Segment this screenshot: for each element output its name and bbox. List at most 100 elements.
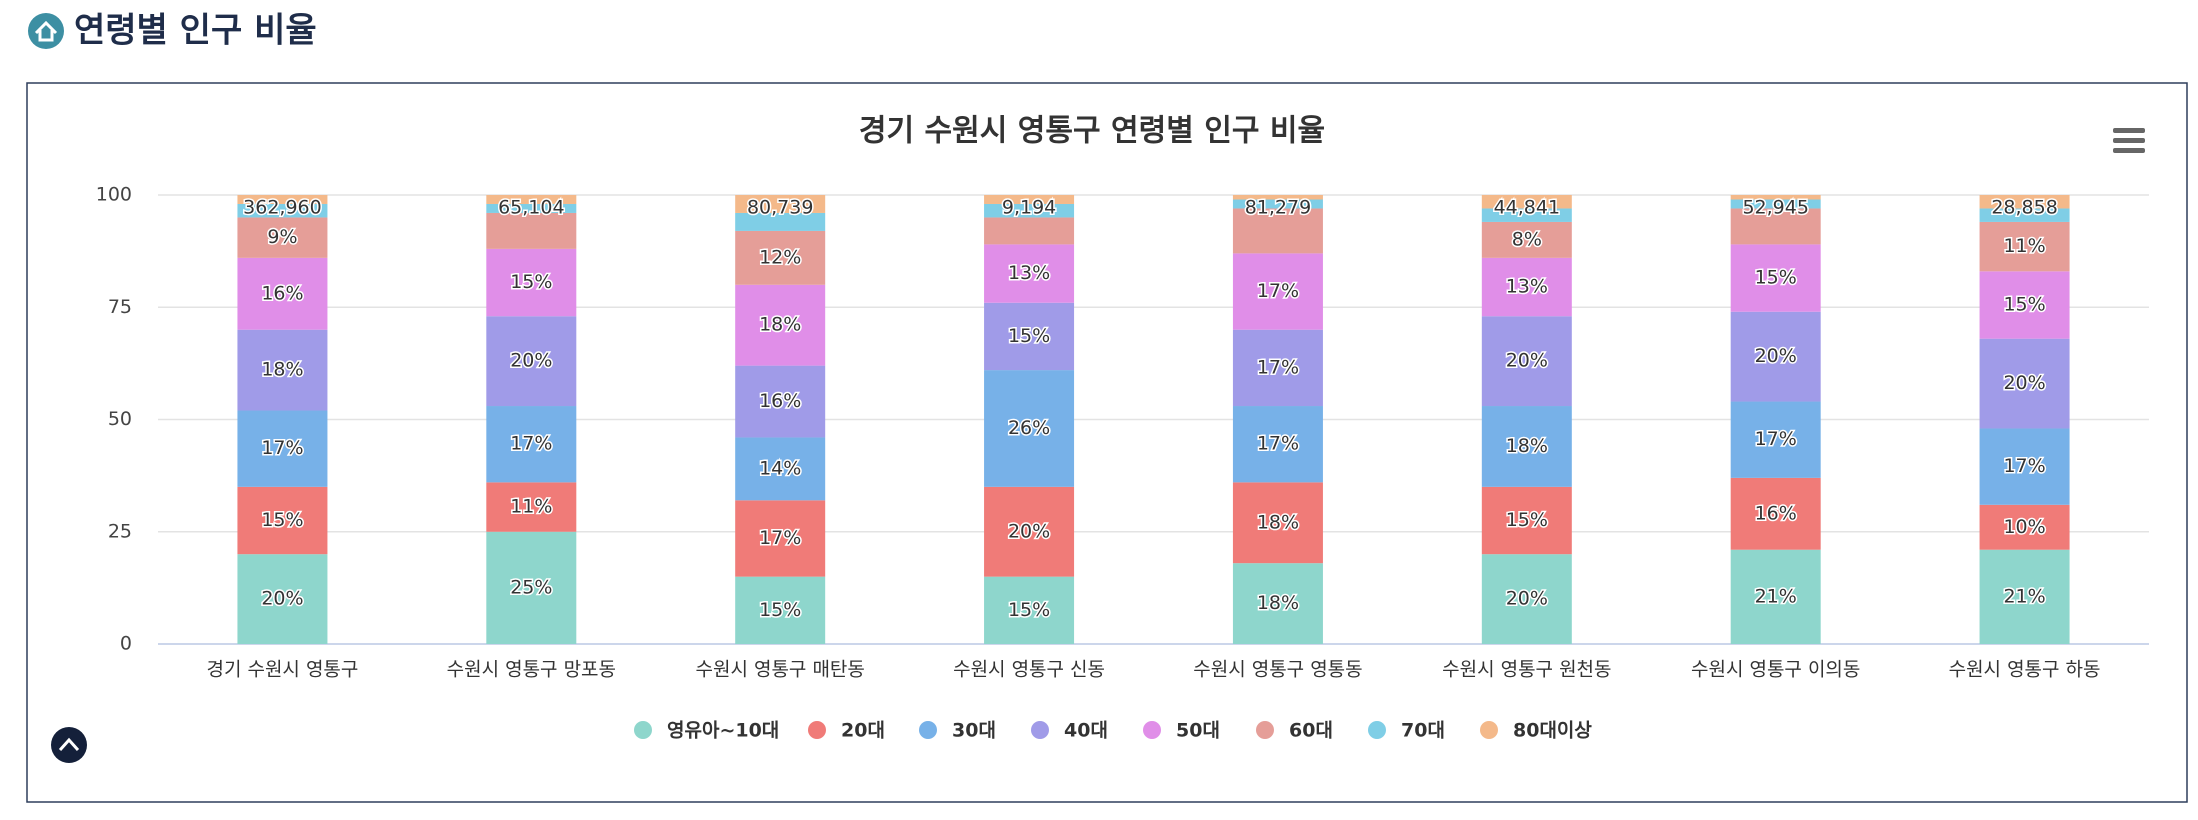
bar-segment [735, 365, 826, 438]
data-label: 17% [1755, 428, 1797, 450]
bar-segment [1979, 338, 2070, 429]
bar-segment [984, 195, 1075, 204]
bar-segment [237, 217, 328, 258]
data-label: 18% [261, 359, 303, 381]
total-label: 65,104 [498, 197, 564, 219]
bar-segment [735, 230, 826, 285]
bar-segment [237, 554, 328, 644]
header-icon-house [34, 20, 58, 42]
bar-segment [1232, 199, 1323, 209]
data-label: 15% [1506, 509, 1548, 531]
bar-segment [1979, 504, 2070, 550]
bar-segment [1232, 195, 1323, 200]
legend-marker [919, 721, 937, 739]
bar-segment [1979, 195, 2070, 209]
x-tick-label: 수원시 영통구 하동 [1949, 659, 2101, 681]
data-label: 26% [1008, 417, 1050, 439]
bar-segment [1481, 257, 1572, 317]
legend-label: 20대 [841, 720, 885, 742]
menu-line[interactable] [2113, 128, 2145, 133]
x-tick-label: 수원시 영통구 망포동 [447, 659, 616, 681]
data-label: 12% [759, 246, 801, 268]
data-label: 17% [759, 527, 801, 549]
bar-segment [1730, 244, 1821, 312]
page-title: 연령별 인구 비율 [74, 11, 317, 51]
bar-segment [486, 406, 577, 483]
y-tick-label: 75 [108, 296, 132, 318]
total-label: 44,841 [1494, 197, 1560, 219]
bar-segment [1232, 329, 1323, 407]
bar-segment [1481, 221, 1572, 258]
bar-segment [1979, 271, 2070, 339]
chart-title: 경기 수원시 영통구 연령별 인구 비율 [859, 114, 1325, 149]
x-tick-label: 수원시 영통구 매탄동 [695, 659, 864, 681]
bar-segment [1979, 428, 2070, 505]
x-tick-label: 수원시 영통구 이의동 [1691, 659, 1860, 681]
data-label: 17% [1257, 356, 1299, 378]
bar-segment [1232, 208, 1323, 254]
bar-segment [984, 302, 1075, 371]
legend-marker [1368, 721, 1386, 739]
menu-button[interactable] [2113, 128, 2145, 153]
bar-segment [984, 576, 1075, 644]
data-label: 16% [261, 282, 303, 304]
chart-frame [26, 82, 2188, 803]
bar-segment [486, 212, 577, 249]
data-label: 17% [1257, 280, 1299, 302]
legend-label: 60대 [1289, 720, 1333, 742]
data-label: 20% [1008, 520, 1050, 542]
bar-segment [1730, 401, 1821, 478]
menu-line[interactable] [2113, 148, 2145, 153]
total-label: 28,858 [1991, 197, 2057, 219]
bar-segment [1481, 316, 1572, 407]
data-label: 18% [1506, 435, 1548, 457]
data-label: 20% [261, 588, 303, 610]
x-tick-label: 수원시 영통구 영통동 [1193, 659, 1362, 681]
data-label: 17% [2003, 455, 2045, 477]
legend-marker [1143, 721, 1161, 739]
bar-segment [735, 195, 826, 213]
y-tick-label: 25 [108, 520, 132, 542]
data-label: 11% [510, 496, 552, 518]
header-icon [28, 13, 64, 49]
menu-line[interactable] [2113, 138, 2145, 143]
bar-segment [1481, 554, 1572, 644]
bar-segment [486, 531, 577, 644]
bar-segment [237, 410, 328, 487]
total-label: 9,194 [1002, 197, 1056, 219]
data-label: 15% [1008, 599, 1050, 621]
data-label: 20% [2003, 372, 2045, 394]
x-tick-label: 경기 수원시 영통구 [206, 659, 358, 681]
legend-label: 70대 [1401, 720, 1445, 742]
bar-segment [984, 203, 1075, 218]
logo-mark [58, 737, 80, 752]
data-label: 18% [759, 314, 801, 336]
data-label: 13% [1008, 262, 1050, 284]
bar-segment [984, 370, 1075, 487]
data-label: 15% [510, 271, 552, 293]
bar-segment [1481, 486, 1572, 555]
data-label: 17% [510, 433, 552, 455]
bar-segment [1730, 477, 1821, 550]
data-label: 13% [1506, 276, 1548, 298]
data-label: 20% [1755, 345, 1797, 367]
legend-label: 영유아~10대 [667, 720, 779, 742]
bar-segment [984, 486, 1075, 577]
bar-segment [1232, 482, 1323, 564]
data-label: 16% [1755, 502, 1797, 524]
data-label: 21% [2003, 585, 2045, 607]
y-tick-label: 0 [120, 633, 132, 655]
data-label: 16% [759, 390, 801, 412]
bar-segment [486, 316, 577, 407]
data-label: 9% [267, 226, 297, 248]
data-label: 17% [261, 437, 303, 459]
data-label: 25% [510, 576, 552, 598]
bar-segment [1481, 406, 1572, 487]
y-tick-label: 100 [96, 184, 132, 206]
total-label: 362,960 [243, 197, 322, 219]
legend-label: 80대이상 [1513, 720, 1592, 742]
data-label: 20% [1506, 350, 1548, 372]
legend-label: 40대 [1064, 720, 1108, 742]
